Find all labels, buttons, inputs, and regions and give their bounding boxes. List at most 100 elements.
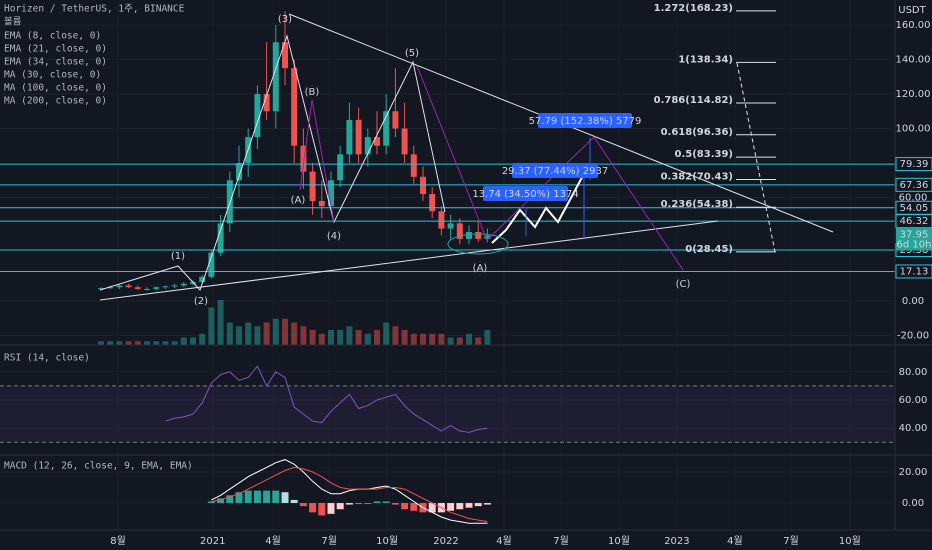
candle-body <box>475 232 482 239</box>
y-tick-label: 0.00 <box>902 498 924 509</box>
fib-label: 0(28.45) <box>685 244 733 255</box>
volume-bar <box>309 330 316 345</box>
volume-bar <box>466 333 472 345</box>
price-level-box <box>895 177 932 192</box>
macd-histogram-bar <box>253 490 261 504</box>
candle-body <box>236 163 242 181</box>
candle-body <box>364 137 371 155</box>
macd-line <box>211 466 488 523</box>
macd-line <box>211 459 488 524</box>
macd-histogram-bar <box>355 503 363 505</box>
macd-histogram-bar <box>382 501 390 504</box>
volume-bar <box>420 333 426 345</box>
wave-path <box>99 34 446 291</box>
price-level-label: 46.32 <box>900 216 929 227</box>
candle-body <box>346 119 353 155</box>
candle-body <box>134 287 141 289</box>
macd-histogram-bar <box>474 503 482 507</box>
indicator-label: MA (200, close, 0) <box>4 96 107 107</box>
projection-path <box>491 169 587 244</box>
countdown-label: 6d 10h <box>897 240 932 251</box>
volume-bar <box>107 341 114 345</box>
volume-bar <box>447 337 454 345</box>
wave-label: (B) <box>305 87 320 98</box>
x-tick-label: 2023 <box>664 536 689 547</box>
x-tick-label: 10월 <box>839 535 861 547</box>
y-tick-label: 140.00 <box>896 55 931 66</box>
volume-bar <box>171 341 178 345</box>
symbol-title: Horizen / TetherUS, 1주, BINANCE <box>4 4 185 15</box>
wave-label: (4) <box>327 231 341 242</box>
fib-label: 0.786(114.82) <box>654 95 733 106</box>
candle-body <box>162 286 169 288</box>
candle-body <box>171 285 178 287</box>
x-tick-label: 2022 <box>433 536 458 547</box>
volume-bar <box>217 300 224 345</box>
price-level-label: 79.39 <box>900 159 929 170</box>
candle-body <box>282 42 288 69</box>
volume-bar <box>162 341 169 345</box>
macd-histogram-bar <box>428 503 436 513</box>
macd-histogram-bar <box>244 490 252 504</box>
price-level-box <box>895 157 932 172</box>
x-tick-label: 7월 <box>783 535 799 547</box>
x-tick-label: 8월 <box>110 535 126 547</box>
macd-histogram-bar <box>217 498 225 504</box>
last-price-box <box>896 227 932 251</box>
macd-histogram-bar <box>290 499 298 504</box>
candle-body <box>374 137 380 146</box>
volume-bar <box>355 330 362 345</box>
candle-body <box>328 180 334 207</box>
x-tick-label: 10월 <box>376 535 398 547</box>
indicator-label: MA (100, close, 0) <box>4 83 107 94</box>
volume-bar <box>153 341 160 345</box>
candle-body <box>116 285 123 288</box>
volume-bar <box>236 326 242 345</box>
volume-bar <box>190 337 196 345</box>
macd-histogram-bar <box>309 503 317 513</box>
candle-body <box>263 94 270 112</box>
macd-histogram-bar <box>345 503 353 505</box>
volume-bar <box>272 318 279 345</box>
candle-body <box>309 171 316 201</box>
volume-bar <box>410 333 417 345</box>
abc-path <box>299 99 335 223</box>
wave-label: (5) <box>405 48 419 59</box>
rsi-band <box>0 385 895 443</box>
fib-label: 0.618(96.36) <box>661 127 733 138</box>
macd-histogram-bar <box>336 503 344 510</box>
candle-body <box>272 42 279 112</box>
price-level-box <box>895 264 932 279</box>
candle-body <box>438 211 445 229</box>
y-tick-label: 60.00 <box>899 395 928 406</box>
x-tick-label: 7월 <box>321 535 337 547</box>
volume-bar <box>254 326 261 345</box>
measure-label: 29.37 (77.44%) 2937 <box>502 166 608 177</box>
x-tick-label: 4월 <box>496 535 512 547</box>
macd-histogram-bar <box>281 492 289 504</box>
x-tick-label: 2021 <box>200 536 225 547</box>
volume-bar <box>337 330 344 345</box>
macd-histogram-bar <box>299 503 307 507</box>
volume-bar <box>475 337 482 345</box>
macd-histogram-bar <box>373 501 381 504</box>
wave-label: (1) <box>171 251 185 262</box>
x-tick-label: 4월 <box>265 535 281 547</box>
volume-bar <box>328 330 334 345</box>
volume-bar <box>392 326 399 345</box>
volume-bar <box>208 307 215 345</box>
y-tick-label: 20.00 <box>899 467 928 478</box>
price-level-label: 67.36 <box>900 180 929 191</box>
macd-histogram-bar <box>483 503 491 505</box>
candle-body <box>180 283 187 286</box>
currency-label: USDT <box>898 5 926 16</box>
candle-body <box>98 288 104 290</box>
macd-histogram-bar <box>318 503 326 516</box>
fib-label: 0.236(54.38) <box>661 199 733 210</box>
macd-histogram-bar <box>410 503 418 511</box>
macd-histogram-bar <box>327 503 335 514</box>
volume-bar <box>484 330 491 345</box>
plot-layer <box>0 11 895 524</box>
